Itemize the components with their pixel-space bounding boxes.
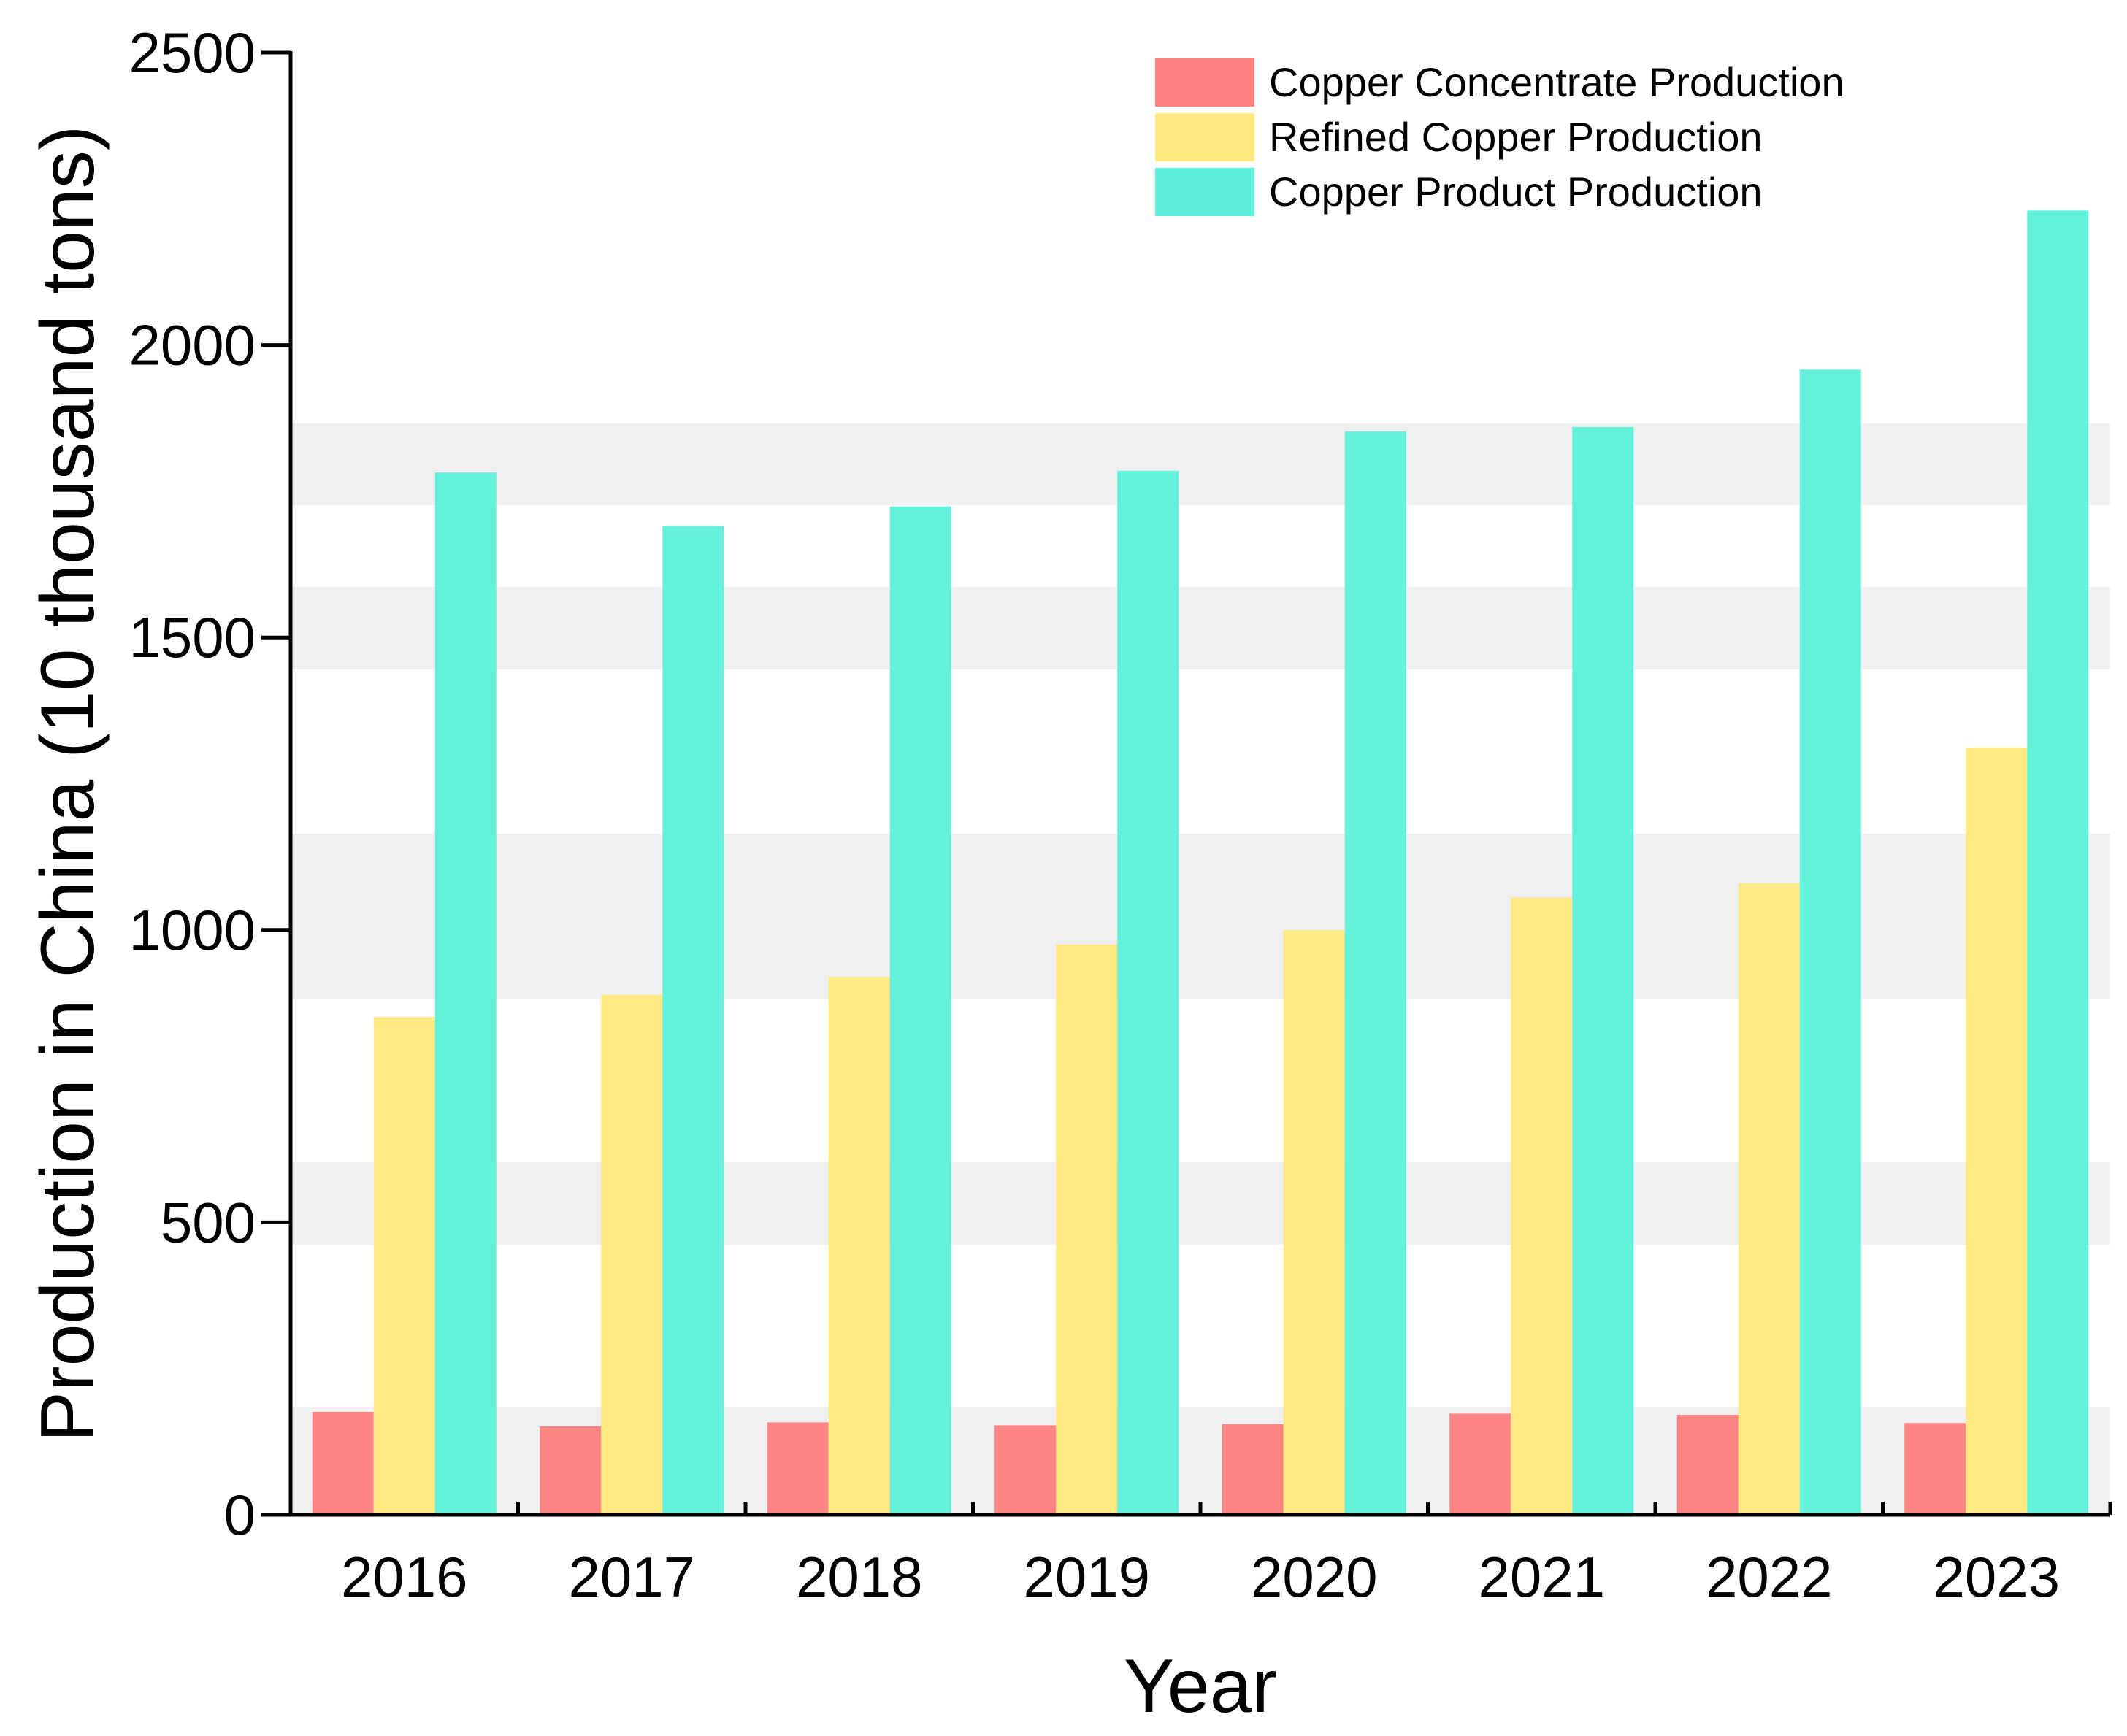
bar-2021-series-3 <box>1572 426 1634 1515</box>
legend-label-3: Copper Product Production <box>1269 169 1763 215</box>
y-tick-label-0: 0 <box>224 1483 256 1547</box>
bar-2018-series-1 <box>767 1422 829 1515</box>
bar-2019-series-3 <box>1117 470 1179 1516</box>
x-tick-label-2017: 2017 <box>568 1545 695 1609</box>
bar-2022-series-3 <box>1799 369 1861 1516</box>
y-tick-label-2500: 2500 <box>129 20 256 85</box>
bar-2022-series-1 <box>1676 1414 1739 1515</box>
bar-2023-series-3 <box>2027 210 2089 1516</box>
bar-2017-series-2 <box>601 994 663 1515</box>
x-tick-label-2019: 2019 <box>1023 1545 1150 1609</box>
legend: Copper Concentrate Production Refined Cop… <box>1155 58 1844 216</box>
bar-2023-series-1 <box>1904 1423 1966 1515</box>
bar-2022-series-2 <box>1738 883 1800 1515</box>
bars-group <box>312 210 2089 1516</box>
legend-swatch-1 <box>1155 58 1254 107</box>
legend-swatch-3 <box>1155 168 1254 216</box>
y-tick-label-2000: 2000 <box>129 313 256 377</box>
x-tick-label-2018: 2018 <box>796 1545 923 1609</box>
bar-2021-series-1 <box>1449 1413 1511 1515</box>
x-tick-label-2016: 2016 <box>341 1545 468 1609</box>
bar-2017-series-1 <box>540 1426 602 1515</box>
bar-2017-series-3 <box>662 526 724 1515</box>
y-tick-label-500: 500 <box>161 1190 256 1254</box>
bar-2019-series-2 <box>1056 944 1118 1515</box>
bar-2023-series-2 <box>1966 747 2028 1515</box>
bar-2018-series-2 <box>828 976 890 1515</box>
bar-2018-series-3 <box>889 506 951 1515</box>
bar-2016-series-2 <box>373 1017 435 1515</box>
bar-2020-series-1 <box>1222 1424 1284 1515</box>
x-tick-label-2020: 2020 <box>1251 1545 1378 1609</box>
legend-swatch-2 <box>1155 113 1254 161</box>
bar-2020-series-2 <box>1283 929 1345 1515</box>
x-tick-label-2021: 2021 <box>1478 1545 1605 1609</box>
bar-2019-series-1 <box>994 1425 1057 1515</box>
bar-2020-series-3 <box>1344 431 1406 1515</box>
bar-2016-series-1 <box>312 1411 374 1515</box>
y-tick-label-1500: 1500 <box>129 605 256 669</box>
x-ticks-group: 2016 2017 2018 2019 2020 2021 2022 2023 <box>341 1502 2112 1609</box>
x-axis-title: Year <box>1124 1644 1277 1729</box>
y-tick-label-1000: 1000 <box>129 898 256 962</box>
legend-label-1: Copper Concentrate Production <box>1269 59 1844 105</box>
bar-2016-series-3 <box>434 472 497 1515</box>
y-axis-title: Production in China (10 thousand tons) <box>26 126 110 1443</box>
bar-2021-series-2 <box>1511 897 1573 1515</box>
x-tick-label-2023: 2023 <box>1933 1545 2060 1609</box>
y-ticks-group: 0 500 1000 1500 2000 2500 <box>129 20 291 1547</box>
x-tick-label-2022: 2022 <box>1706 1545 1833 1609</box>
legend-label-2: Refined Copper Production <box>1269 114 1763 160</box>
